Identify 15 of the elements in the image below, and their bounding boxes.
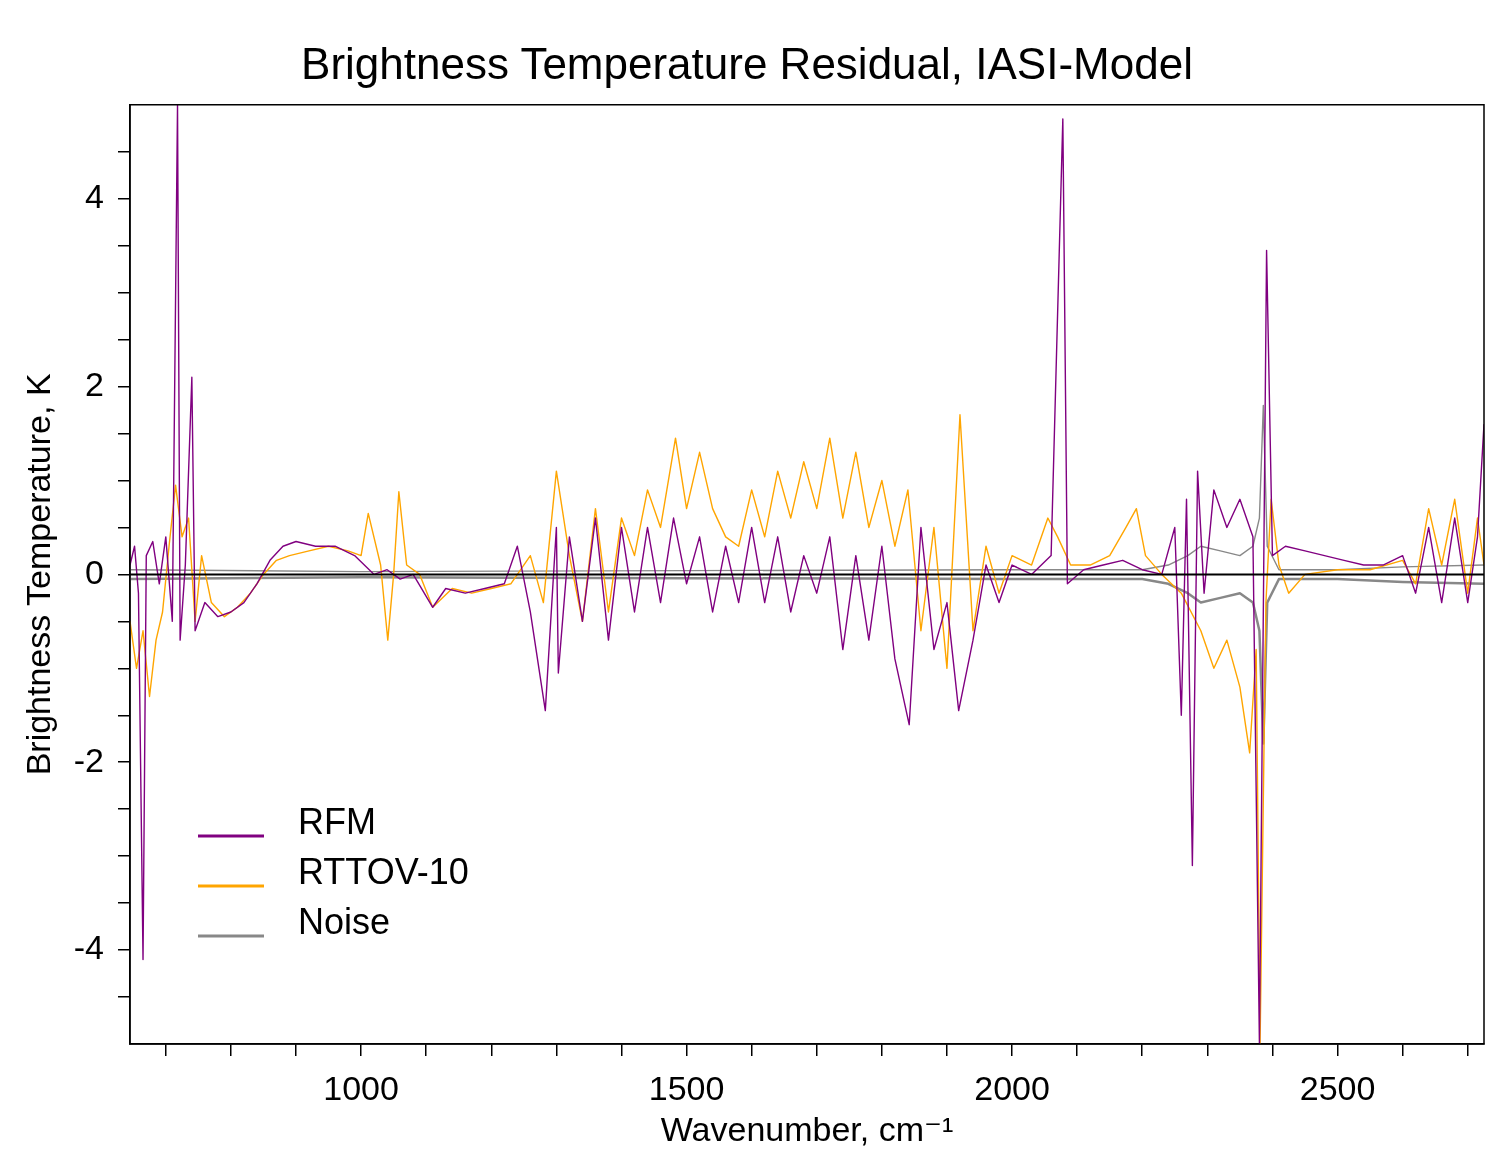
x-tick-label: 1500 [648, 1068, 725, 1107]
legend-label: RTTOV-10 [298, 850, 469, 892]
x-tick-label: 2500 [1299, 1068, 1376, 1107]
y-tick-label: -2 [73, 740, 104, 779]
legend-label: RFM [298, 800, 376, 842]
y-axis-title: Brightness Temperature, K [18, 373, 57, 776]
chart-title: Brightness Temperature Residual, IASI-Model [301, 38, 1193, 88]
x-axis-title: Wavenumber, cm⁻¹ [660, 1109, 954, 1148]
y-tick-label: 4 [85, 177, 104, 216]
y-tick-label: 0 [85, 552, 104, 591]
x-tick-label: 2000 [974, 1068, 1050, 1107]
legend-label: Noise [298, 900, 391, 942]
y-tick-label: -4 [73, 928, 104, 967]
x-tick-label: 1000 [323, 1068, 399, 1107]
y-tick-label: 2 [85, 364, 104, 403]
